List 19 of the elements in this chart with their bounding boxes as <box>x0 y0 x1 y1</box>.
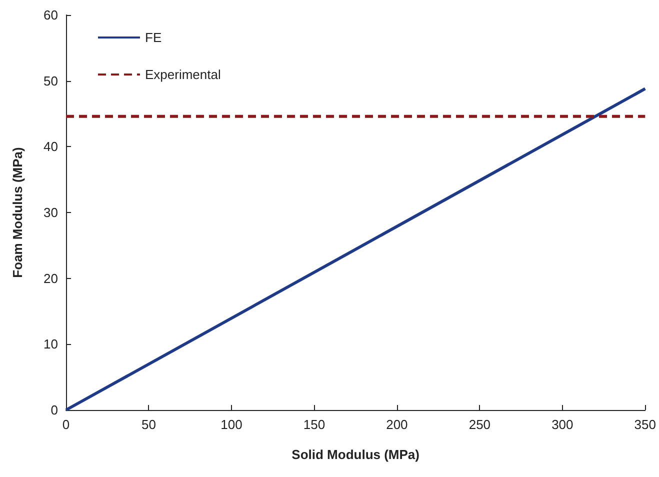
y-tick-label: 0 <box>50 402 58 418</box>
x-tick-label: 200 <box>386 417 408 432</box>
x-tick-label: 250 <box>468 417 491 432</box>
y-tick-label: 40 <box>44 139 58 154</box>
y-tick-label: 30 <box>44 205 58 220</box>
x-tick-label: 150 <box>303 417 326 432</box>
x-tick-label: 0 <box>62 417 70 432</box>
x-tick-label: 50 <box>142 417 156 432</box>
x-axis-title: Solid Modulus (MPa) <box>292 447 420 462</box>
legend-label: Experimental <box>145 67 221 82</box>
y-tick-label: 60 <box>44 8 58 22</box>
legend-label: FE <box>145 30 162 45</box>
x-tick-label: 300 <box>552 417 574 432</box>
x-tick-label: 100 <box>220 417 242 432</box>
y-axis-title: Foam Modulus (MPa) <box>10 147 25 278</box>
y-tick-label: 20 <box>44 270 58 286</box>
y-tick-label: 10 <box>44 336 58 352</box>
y-tick-label: 50 <box>44 73 58 88</box>
x-tick-label: 350 <box>634 417 656 432</box>
